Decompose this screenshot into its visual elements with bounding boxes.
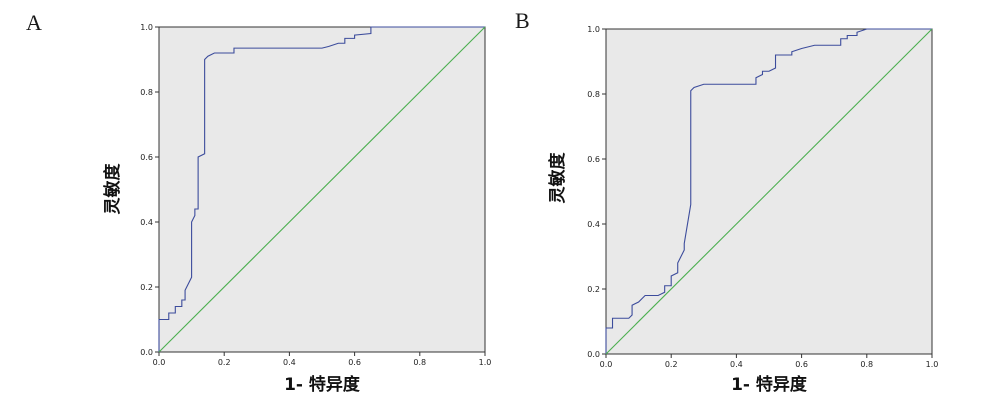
x-tick-label-a: 0.6 bbox=[348, 358, 361, 367]
y-tick-label-b: 0.4 bbox=[587, 220, 600, 229]
x-tick-label-b: 0.0 bbox=[600, 360, 613, 369]
y-axis-title-b: 灵敏度 bbox=[547, 152, 568, 204]
y-tick-label-b: 0.6 bbox=[587, 155, 600, 164]
x-tick-label-b: 0.2 bbox=[665, 360, 678, 369]
x-tick-label-b: 0.4 bbox=[730, 360, 743, 369]
x-tick-label-b: 0.6 bbox=[795, 360, 808, 369]
y-axis-title-a: 灵敏度 bbox=[102, 163, 123, 215]
x-tick-label-b: 0.8 bbox=[860, 360, 873, 369]
y-tick-label-a: 0.6 bbox=[140, 153, 153, 162]
x-tick-label-b: 1.0 bbox=[926, 360, 939, 369]
x-tick-label-a: 0.8 bbox=[413, 358, 426, 367]
reference-line-a bbox=[158, 26, 486, 353]
x-axis-title-b: 1- 特异度 bbox=[731, 374, 808, 395]
reference-line-b bbox=[605, 28, 933, 355]
roc-curve-a bbox=[158, 26, 485, 352]
y-tick-label-a: 0.4 bbox=[140, 218, 153, 227]
y-tick-label-b: 0.0 bbox=[587, 350, 600, 359]
y-tick-label-a: 0.0 bbox=[140, 348, 153, 357]
x-axis-title-a: 1- 特异度 bbox=[284, 374, 361, 395]
x-tick-label-a: 0.4 bbox=[283, 358, 296, 367]
y-tick-label-a: 1.0 bbox=[140, 23, 153, 32]
x-tick-label-a: 1.0 bbox=[479, 358, 492, 367]
x-tick-label-a: 0.2 bbox=[218, 358, 231, 367]
y-tick-label-a: 0.2 bbox=[140, 283, 153, 292]
x-tick-label-a: 0.0 bbox=[153, 358, 166, 367]
y-tick-label-b: 0.2 bbox=[587, 285, 600, 294]
y-tick-label-a: 0.8 bbox=[140, 88, 153, 97]
roc-curve-b bbox=[605, 28, 932, 354]
panel-label-a: A bbox=[26, 10, 42, 35]
y-tick-label-b: 1.0 bbox=[587, 25, 600, 34]
y-tick-label-b: 0.8 bbox=[587, 90, 600, 99]
panel-label-b: B bbox=[515, 8, 530, 33]
